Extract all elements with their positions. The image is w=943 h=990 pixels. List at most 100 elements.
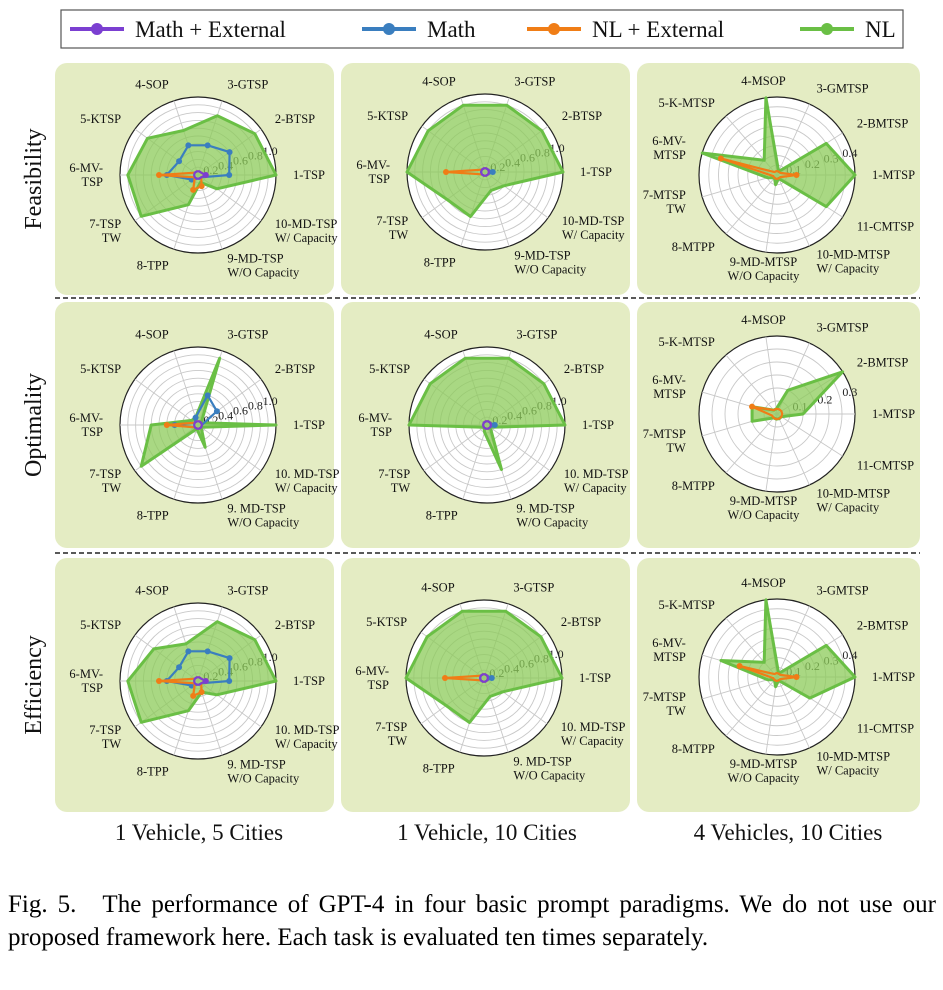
- radar-spoke: [725, 413, 778, 474]
- series-point: [489, 169, 496, 175]
- radar-axis-label: 6-MV-TSP: [69, 667, 103, 695]
- radar-axis-label: 8-TPP: [423, 761, 455, 775]
- radar-axis-label: 1-MTSP: [872, 168, 915, 182]
- series-point: [185, 648, 192, 655]
- radar-spoke: [725, 676, 778, 737]
- radar-axis-label-line: TW: [102, 231, 122, 245]
- radar-axis-label-line: 6-MV-: [652, 373, 686, 387]
- radar-axis-label-line: TW: [389, 228, 409, 242]
- radar-spoke: [765, 413, 778, 492]
- radar-axis-label: 9. MD-TSP W/O Capacity: [227, 501, 300, 529]
- radar-axis-label-line: 8-TPP: [137, 508, 169, 522]
- series-line: [193, 676, 207, 686]
- series-point: [198, 689, 205, 696]
- radar-axis-label-line: 4-MSOP: [741, 313, 786, 327]
- radar-axis-label: 2-BTSP: [275, 618, 315, 632]
- radar-axis-label-line: 3-GMTSP: [816, 584, 868, 598]
- radar-axis-label: 1-TSP: [579, 671, 611, 685]
- radar-axis-label: 11-CMTSP: [857, 219, 914, 233]
- radar-axis-label: 6-MV-MTSP: [652, 373, 686, 401]
- radar-axis-label: 7-TSP TW: [376, 214, 408, 242]
- radar-axis-label-line: 6-MV-: [69, 411, 103, 425]
- radar-axis-label-line: 5-KTSP: [369, 362, 410, 376]
- radar-axis-label-line: 9-MD-MTSP: [730, 255, 797, 269]
- series-point: [226, 172, 233, 178]
- radar-spoke: [486, 424, 551, 472]
- radar-axis-label-line: 10. MD-TSP: [564, 467, 629, 481]
- legend-item: NL: [800, 17, 896, 42]
- radar-spoke: [462, 424, 488, 500]
- column-labels: 1 Vehicle, 5 Cities 1 Vehicle, 10 Cities 4…: [115, 820, 883, 845]
- series-point: [204, 142, 211, 149]
- radar-axis-label-line: 5-K-MTSP: [659, 598, 715, 612]
- radar-axis-label-line: 7-TSP: [376, 214, 408, 228]
- radar-axis-label-line: 1-TSP: [293, 418, 325, 432]
- radar-axis-label-line: W/O Capacity: [227, 265, 300, 279]
- radar-axis-label-line: 7-TSP: [378, 467, 410, 481]
- radar-axis-label: 7-MTSP TW: [643, 188, 686, 216]
- radar-chart: 0.10.20.31-MTSP2-BMTSP3-GMTSP4-MSOP5-K-M…: [643, 313, 915, 522]
- radar-axis-label: 4-SOP: [421, 581, 454, 595]
- radar-axis-label: 9-MD-TSP W/O Capacity: [514, 248, 587, 276]
- radar-axis-label-line: 8-MTPP: [672, 240, 715, 254]
- radar-axis-label: 9-MD-MTSP W/O Capacity: [728, 255, 801, 283]
- series-point: [213, 408, 220, 415]
- radar-axis-label: 2-BTSP: [564, 362, 604, 376]
- radar-chart: 0.20.40.60.81.01-TSP2-BTSP3-GTSP4-SOP5-K…: [355, 581, 625, 783]
- radar-axis-label-line: TSP: [367, 678, 389, 692]
- radar-axis-label-line: 4-SOP: [421, 581, 454, 595]
- radar-spoke: [173, 424, 199, 500]
- series-nl-area: [407, 356, 567, 471]
- radar-axis-label-line: 9-MD-TSP: [227, 251, 283, 265]
- radar-axis-label-line: 6-MV-: [355, 664, 389, 678]
- series-point: [443, 169, 449, 175]
- series-line: [719, 157, 798, 180]
- radar-spoke: [765, 336, 778, 415]
- radar-axis-label-line: 2-BTSP: [564, 362, 604, 376]
- row-label: Optimality: [21, 373, 47, 477]
- series-point: [156, 172, 162, 178]
- radar-axis-label-line: 4-SOP: [422, 75, 455, 89]
- radar-axis-label-line: 8-MTPP: [672, 479, 715, 493]
- radar-axis-label: 3-GMTSP: [816, 82, 868, 96]
- caption-label: Fig. 5.: [8, 891, 77, 918]
- radar-axis-label-line: 5-KTSP: [367, 109, 408, 123]
- radar-axis-label: 9. MD-TSP W/O Capacity: [516, 501, 589, 529]
- radar-axis-label-line: 8-TPP: [424, 255, 456, 269]
- radar-axis-label: 5-KTSP: [80, 362, 121, 376]
- radar-axis-label: 6-MV-TSP: [69, 161, 103, 189]
- radar-axis-label: 9. MD-TSP W/O Capacity: [513, 754, 586, 782]
- radar-axis-label: 2-BTSP: [562, 109, 602, 123]
- radar-axis-label: 1-MTSP: [872, 670, 915, 684]
- radar-spoke: [776, 676, 810, 749]
- radar-axis-label-line: 9. MD-TSP: [227, 757, 285, 771]
- radar-axis-label: 5-KTSP: [80, 112, 121, 126]
- radar-axis-label-line: 6-MV-: [356, 158, 390, 172]
- radar-axis-label: 3-GTSP: [516, 328, 557, 342]
- radar-spoke: [776, 413, 843, 457]
- series-point: [176, 158, 183, 165]
- radar-axis-label-line: 8-TPP: [137, 258, 169, 272]
- figure-caption: Fig. 5. The performance of GPT-4 in four …: [8, 888, 936, 954]
- radar-axis-label-line: 10-MD-TSP: [275, 217, 338, 231]
- radar-axis-label: 8-TPP: [426, 508, 458, 522]
- series-line: [193, 170, 207, 180]
- column-label: 1 Vehicle, 5 Cities: [115, 820, 283, 845]
- radar-axis-label-line: 9. MD-TSP: [516, 501, 574, 515]
- radar-axis-label-line: 7-TSP: [375, 720, 407, 734]
- radar-axis-label-line: 11-CMTSP: [857, 458, 914, 472]
- radar-axis-label-line: 1-TSP: [582, 418, 614, 432]
- series-nl-area: [405, 103, 565, 218]
- radar-axis-label: 2-BMTSP: [857, 117, 908, 131]
- radar-axis-label-line: 10-MD-MTSP: [816, 749, 890, 763]
- legend-item: Math: [362, 17, 476, 42]
- radar-axis-label-line: 9-MD-TSP: [514, 248, 570, 262]
- radar-axis-label: 4-SOP: [135, 328, 168, 342]
- radar-spoke: [702, 676, 778, 700]
- series-point: [156, 678, 162, 684]
- radar-chart: 0.20.40.60.81.01-TSP2-BTSP3-GTSP4-SOP5-K…: [356, 75, 625, 277]
- radar-spoke: [197, 378, 262, 426]
- radar-axis-label-line: 2-BTSP: [275, 362, 315, 376]
- radar-axis-label-line: 5-KTSP: [80, 112, 121, 126]
